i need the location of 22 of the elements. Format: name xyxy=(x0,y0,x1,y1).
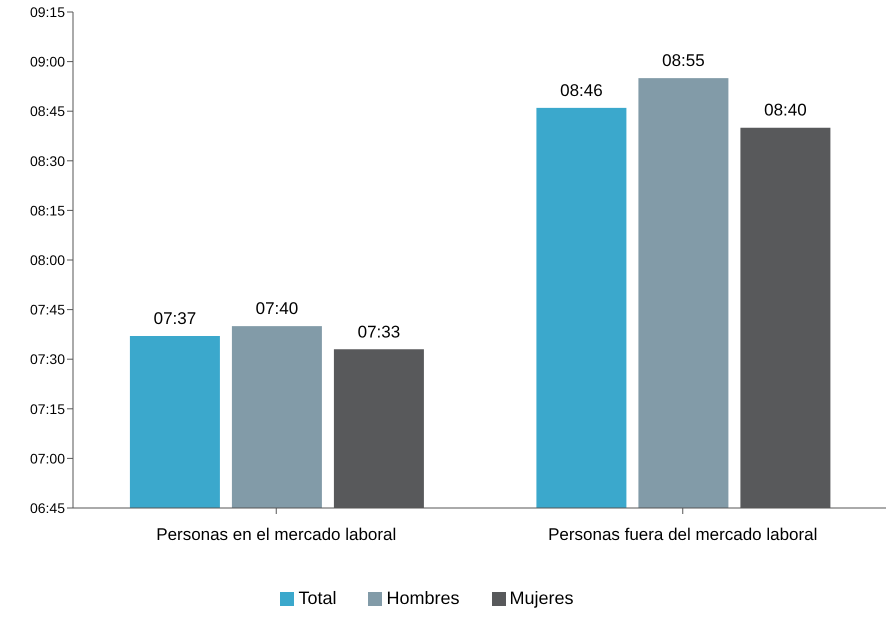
data-label: 07:33 xyxy=(358,322,400,342)
y-tick-label: 09:15 xyxy=(30,4,66,20)
y-tick-label: 07:45 xyxy=(30,302,66,318)
legend-label: Mujeres xyxy=(510,588,574,608)
y-tick-label: 08:45 xyxy=(30,103,66,120)
y-tick-label: 08:00 xyxy=(30,252,66,268)
y-tick-label: 09:00 xyxy=(30,54,66,70)
data-label: 07:37 xyxy=(154,309,196,328)
y-tick-label: 07:15 xyxy=(30,400,66,417)
legend-label: Total xyxy=(298,588,336,608)
data-label: 08:55 xyxy=(662,51,705,70)
y-tick-label: 06:45 xyxy=(30,500,66,516)
x-tick-label: Personas en el mercado laboral xyxy=(156,525,396,544)
legend-label: Hombres xyxy=(386,588,460,608)
data-label: 08:40 xyxy=(764,100,807,120)
y-tick-label: 08:15 xyxy=(30,202,66,218)
data-label: 07:40 xyxy=(256,299,298,318)
y-tick-label: 08:30 xyxy=(30,152,66,169)
y-tick-label: 07:30 xyxy=(30,351,66,368)
data-label: 08:46 xyxy=(560,80,603,100)
y-tick-label: 07:00 xyxy=(30,450,66,466)
x-tick-label: Personas fuera del mercado laboral xyxy=(548,525,818,544)
